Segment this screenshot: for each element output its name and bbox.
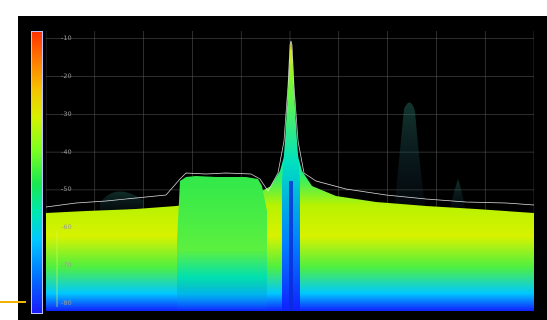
y-tick-label: -70 (61, 261, 72, 270)
y-tick-label: -60 (61, 223, 72, 232)
ghost-signal-right-small (449, 179, 466, 213)
y-tick-label: -40 (61, 147, 72, 156)
y-tick-label: -10 (61, 34, 72, 43)
y-tick-label: -20 (61, 71, 72, 80)
center-notch (289, 181, 293, 311)
accent-line (0, 301, 26, 303)
wideband-signal-block (177, 176, 267, 311)
y-tick-label: -30 (61, 109, 72, 118)
ghost-signal-right-tall (394, 102, 426, 213)
y-tick-label: -80 (61, 298, 72, 307)
y-tick-label: -50 (61, 185, 72, 194)
spectrum-plot (46, 31, 534, 311)
color-scale-bar (31, 31, 43, 314)
max-hold-trace (46, 40, 534, 208)
center-peak (282, 41, 300, 311)
